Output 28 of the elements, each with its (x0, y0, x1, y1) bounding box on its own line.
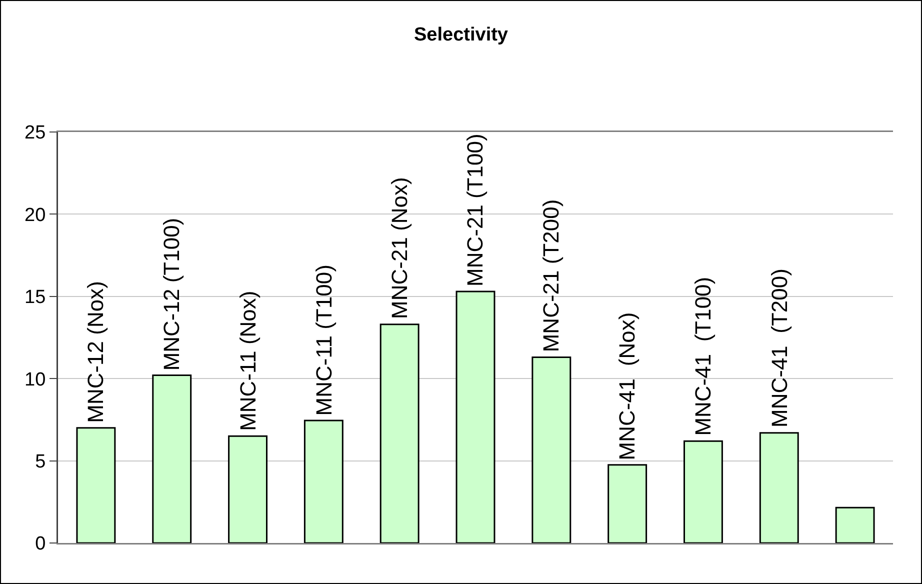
y-tick-label: 15 (24, 287, 46, 308)
x-tick-label: MNC-12 (T100) (159, 218, 184, 371)
x-tick-label: MNC-12 (Nox) (83, 281, 108, 423)
bar (608, 464, 648, 543)
x-tick-label: MNC-41 (T200) (766, 268, 792, 428)
y-tick-label: 25 (24, 122, 46, 144)
x-tick-label: MNC-21 (T200) (538, 199, 564, 352)
x-tick-label: MNC-41 (Nox) (614, 312, 640, 460)
bar (759, 432, 799, 543)
bar (835, 506, 875, 543)
x-tick-label: MNC-21 (Nox) (387, 177, 412, 319)
bar (532, 356, 572, 543)
bar (456, 290, 496, 543)
x-tick-label: MNC-41 (T100) (690, 276, 716, 436)
bar (684, 440, 723, 543)
y-tick-label: 5 (35, 451, 46, 472)
bar (76, 427, 116, 543)
x-tick-label: MNC-11 (T100) (312, 264, 337, 416)
y-tick-label: 0 (35, 534, 46, 555)
x-tick-label: MNC-21 (T100) (462, 134, 488, 286)
bar (304, 420, 344, 543)
y-tick-label: 10 (24, 369, 46, 390)
y-tick-label: 20 (24, 204, 46, 226)
bar (380, 324, 420, 543)
chart-title: Selectivity (414, 24, 508, 46)
bar (152, 374, 192, 543)
bar (228, 435, 268, 543)
x-tick-label: MNC-11 (Nox) (236, 290, 261, 431)
